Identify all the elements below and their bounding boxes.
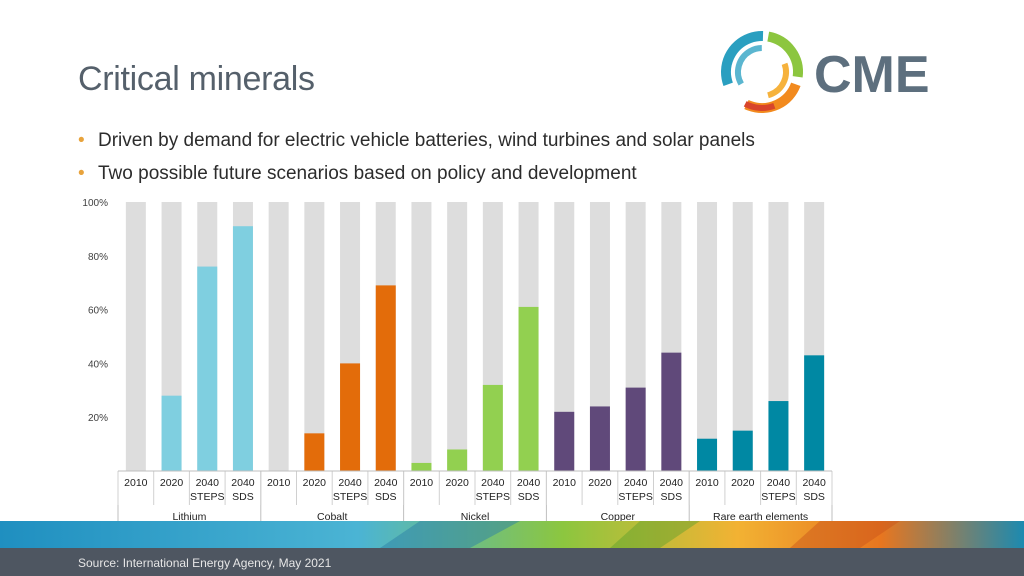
x-tick-label: SDS bbox=[375, 491, 397, 503]
bar-copper bbox=[589, 406, 610, 471]
bullet-text: Two possible future scenarios based on p… bbox=[98, 163, 637, 184]
x-tick-label: 2010 bbox=[553, 477, 577, 489]
bar-background bbox=[411, 202, 432, 471]
x-tick-label: 2040 bbox=[231, 477, 255, 489]
bar-cobalt bbox=[304, 433, 325, 471]
bar-rare-earth-elements bbox=[768, 401, 789, 471]
x-tick-label: 2010 bbox=[410, 477, 434, 489]
bullet-text: Driven by demand for electric vehicle ba… bbox=[98, 130, 755, 151]
group-label: Copper bbox=[601, 511, 636, 523]
x-tick-label: 2040 bbox=[767, 477, 791, 489]
x-tick-label: SDS bbox=[803, 491, 825, 503]
x-tick-label: 2040 bbox=[624, 477, 648, 489]
x-tick-label: 2040 bbox=[338, 477, 362, 489]
x-tick-label: 2020 bbox=[588, 477, 612, 489]
cme-logo-text: CME bbox=[814, 46, 930, 104]
x-tick-label: STEPS bbox=[761, 491, 795, 503]
x-tick-label: SDS bbox=[661, 491, 683, 503]
x-tick-label: 2010 bbox=[695, 477, 719, 489]
bullet-item: • Two possible future scenarios based on … bbox=[78, 161, 755, 194]
bar-nickel bbox=[482, 384, 503, 471]
x-tick-label: 2040 bbox=[374, 477, 398, 489]
x-tick-label: 2020 bbox=[303, 477, 327, 489]
bar-copper bbox=[625, 387, 646, 471]
y-tick-label: 20% bbox=[88, 413, 108, 424]
bar-rare-earth-elements bbox=[732, 430, 753, 471]
footer-bar bbox=[0, 548, 1024, 576]
bar-rare-earth-elements bbox=[697, 438, 718, 471]
x-tick-label: 2020 bbox=[731, 477, 755, 489]
bar-nickel bbox=[518, 306, 539, 471]
bar-copper bbox=[661, 352, 682, 471]
bar-background bbox=[697, 202, 718, 471]
group-label: Rare earth elements bbox=[713, 511, 808, 523]
bar-rare-earth-elements bbox=[804, 355, 825, 471]
x-tick-label: SDS bbox=[232, 491, 254, 503]
bar-nickel bbox=[447, 449, 468, 471]
bar-background bbox=[554, 202, 575, 471]
bar-background bbox=[304, 202, 325, 471]
decorative-color-stripe bbox=[0, 521, 1024, 548]
x-tick-label: STEPS bbox=[333, 491, 367, 503]
y-tick-label: 100% bbox=[82, 198, 108, 209]
bar-lithium bbox=[197, 266, 218, 471]
cme-logo: CME bbox=[721, 31, 930, 113]
bullet-dot-icon: • bbox=[78, 130, 85, 151]
bar-lithium bbox=[161, 395, 182, 471]
x-tick-label: 2040 bbox=[517, 477, 541, 489]
x-tick-label: 2020 bbox=[445, 477, 469, 489]
bar-cobalt bbox=[375, 285, 396, 471]
bar-cobalt bbox=[340, 363, 361, 471]
bar-nickel bbox=[411, 462, 432, 471]
x-tick-label: STEPS bbox=[190, 491, 224, 503]
x-tick-label: 2040 bbox=[196, 477, 220, 489]
group-label: Cobalt bbox=[317, 511, 347, 523]
bar-copper bbox=[554, 411, 575, 471]
bar-lithium bbox=[232, 226, 253, 471]
y-tick-label: 80% bbox=[88, 252, 108, 263]
bullet-dot-icon: • bbox=[78, 163, 85, 184]
group-label: Nickel bbox=[461, 511, 490, 523]
x-tick-label: 2040 bbox=[660, 477, 684, 489]
bullet-item: • Driven by demand for electric vehicle b… bbox=[78, 128, 755, 161]
x-tick-label: 2040 bbox=[481, 477, 505, 489]
x-tick-label: 2010 bbox=[124, 477, 148, 489]
x-tick-label: 2040 bbox=[802, 477, 826, 489]
source-note: Source: International Energy Agency, May… bbox=[78, 556, 332, 570]
bar-background bbox=[125, 202, 146, 471]
bar-background bbox=[447, 202, 468, 471]
x-tick-label: SDS bbox=[518, 491, 540, 503]
x-tick-label: STEPS bbox=[476, 491, 510, 503]
x-tick-label: 2020 bbox=[160, 477, 184, 489]
bar-background bbox=[268, 202, 289, 471]
bullet-list: • Driven by demand for electric vehicle b… bbox=[78, 128, 755, 194]
y-tick-label: 40% bbox=[88, 359, 108, 370]
group-label: Lithium bbox=[172, 511, 206, 523]
bar-background bbox=[589, 202, 610, 471]
slide-title: Critical minerals bbox=[78, 60, 315, 98]
bar-background bbox=[732, 202, 753, 471]
x-tick-label: STEPS bbox=[618, 491, 652, 503]
y-tick-label: 60% bbox=[88, 306, 108, 317]
x-tick-label: 2010 bbox=[267, 477, 291, 489]
